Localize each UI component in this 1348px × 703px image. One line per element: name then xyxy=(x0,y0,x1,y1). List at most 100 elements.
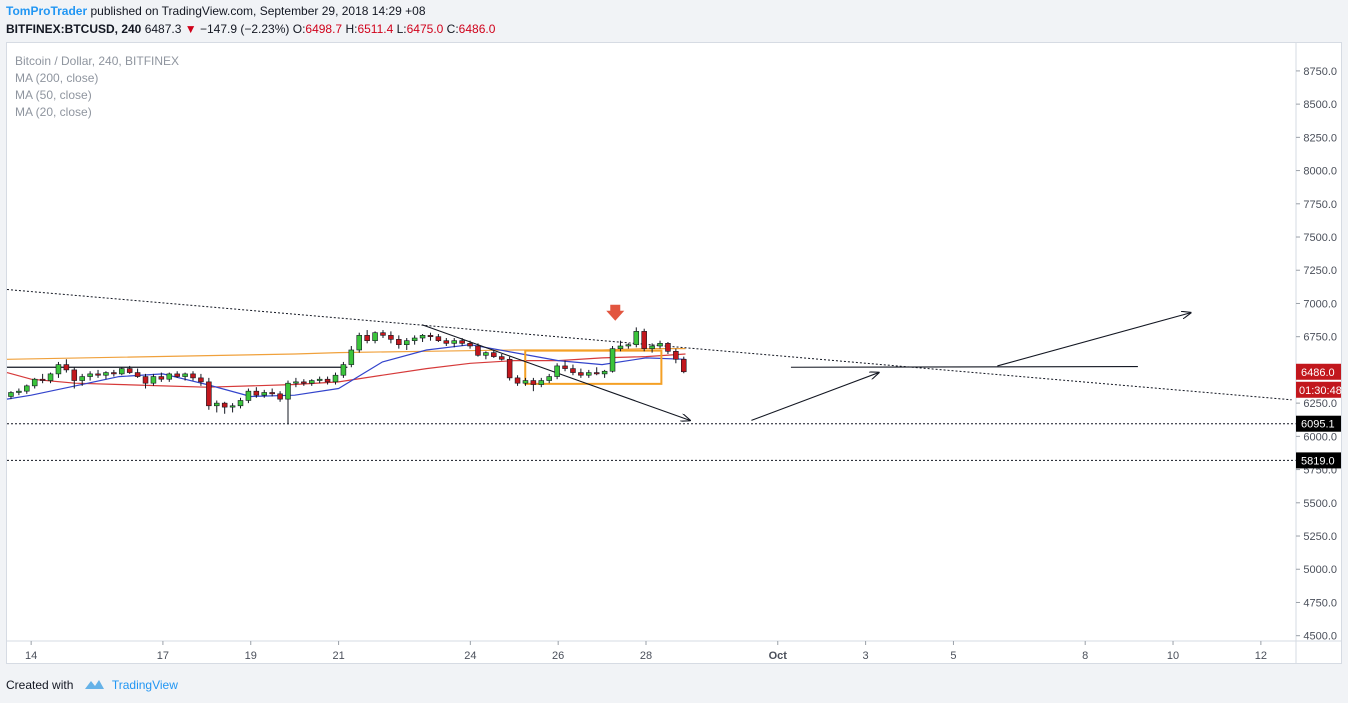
candle-body[interactable] xyxy=(71,369,78,381)
candle-body[interactable] xyxy=(625,344,632,347)
descending-trendline[interactable] xyxy=(6,289,1292,401)
candle-body[interactable] xyxy=(459,340,465,344)
candle-body[interactable] xyxy=(174,373,180,377)
candle-body[interactable] xyxy=(475,345,481,356)
candle-body[interactable] xyxy=(609,348,616,372)
candle-body[interactable] xyxy=(206,381,212,407)
candle-body[interactable] xyxy=(63,364,70,371)
candle-body[interactable] xyxy=(79,376,85,381)
candle-body[interactable] xyxy=(356,335,362,351)
candle-body[interactable] xyxy=(47,373,54,381)
candle-body[interactable] xyxy=(538,380,545,385)
candle-body[interactable] xyxy=(514,377,521,384)
candle-body[interactable] xyxy=(340,364,347,376)
candle-body[interactable] xyxy=(617,345,624,349)
candle-body[interactable] xyxy=(16,390,22,393)
candle-body[interactable] xyxy=(111,372,117,375)
candle-body[interactable] xyxy=(316,378,323,381)
legend-ma50[interactable]: MA (50, close) xyxy=(15,88,92,102)
candle-body[interactable] xyxy=(324,378,331,383)
candle-body[interactable] xyxy=(285,382,291,400)
candle-body[interactable] xyxy=(498,356,505,360)
candle-body[interactable] xyxy=(601,370,608,375)
candle-body[interactable] xyxy=(39,378,46,381)
candle-body[interactable] xyxy=(593,372,600,375)
consolidation-box[interactable] xyxy=(524,349,663,385)
candle-body[interactable] xyxy=(221,402,228,408)
candle-body[interactable] xyxy=(380,332,386,336)
candle-body[interactable] xyxy=(522,380,529,384)
candle-body[interactable] xyxy=(641,331,647,349)
candle-body[interactable] xyxy=(134,372,141,377)
candle-body[interactable] xyxy=(24,385,30,392)
candle-body[interactable] xyxy=(103,372,109,376)
candle-body[interactable] xyxy=(119,368,125,375)
candle-body[interactable] xyxy=(166,373,173,380)
candle-body[interactable] xyxy=(554,365,560,377)
legend-ma20[interactable]: MA (20, close) xyxy=(15,105,92,119)
projection-arrow[interactable] xyxy=(751,373,878,421)
candle-body[interactable] xyxy=(530,380,537,385)
target-horizontal-line[interactable] xyxy=(790,366,1138,368)
candle-body[interactable] xyxy=(411,337,418,341)
candle-body[interactable] xyxy=(214,402,220,407)
candle-body[interactable] xyxy=(467,343,473,347)
candle-body[interactable] xyxy=(491,352,497,357)
candle-body[interactable] xyxy=(570,368,576,373)
down-arrow-marker-icon[interactable] xyxy=(606,304,625,321)
candle-body[interactable] xyxy=(229,405,236,408)
candle-body[interactable] xyxy=(245,390,252,401)
candle-body[interactable] xyxy=(301,381,307,384)
candle-body[interactable] xyxy=(348,349,355,365)
candle-body[interactable] xyxy=(277,393,283,400)
candle-body[interactable] xyxy=(649,345,655,349)
candle-body[interactable] xyxy=(308,380,315,384)
candle-body[interactable] xyxy=(681,358,687,373)
candle-body[interactable] xyxy=(506,358,513,379)
legend-ma200[interactable]: MA (200, close) xyxy=(15,71,99,85)
candle-body[interactable] xyxy=(198,377,204,383)
candle-body[interactable] xyxy=(332,374,339,383)
projection-arrow[interactable] xyxy=(997,313,1190,367)
candle-body[interactable] xyxy=(388,335,394,340)
candle-body[interactable] xyxy=(562,365,568,369)
candle-body[interactable] xyxy=(364,335,370,341)
candle-body[interactable] xyxy=(237,400,244,407)
tradingview-link[interactable]: TradingView xyxy=(111,678,178,692)
candle-body[interactable] xyxy=(396,339,402,345)
candle-body[interactable] xyxy=(657,343,663,347)
candle-body[interactable] xyxy=(158,376,165,380)
candle-body[interactable] xyxy=(427,335,434,337)
candle-body[interactable] xyxy=(451,340,457,344)
candle-body[interactable] xyxy=(31,378,38,387)
candle-body[interactable] xyxy=(253,390,260,396)
chart-panel[interactable] xyxy=(6,42,1342,664)
candle-body[interactable] xyxy=(586,372,592,376)
candle-body[interactable] xyxy=(443,340,450,344)
candle-body[interactable] xyxy=(372,332,378,341)
candle-body[interactable] xyxy=(546,376,552,381)
x-tick-label: 21 xyxy=(332,650,344,662)
author-link[interactable]: TomProTrader xyxy=(6,4,88,18)
candle-body[interactable] xyxy=(95,373,101,376)
candle-body[interactable] xyxy=(87,373,93,377)
candle-body[interactable] xyxy=(150,376,157,384)
candle-body[interactable] xyxy=(435,336,442,341)
candle-body[interactable] xyxy=(419,335,426,339)
candle-body[interactable] xyxy=(665,343,671,352)
candle-body[interactable] xyxy=(126,368,133,373)
candle-body[interactable] xyxy=(55,364,62,375)
candle-body[interactable] xyxy=(261,392,268,396)
candle-body[interactable] xyxy=(403,340,410,345)
candle-body[interactable] xyxy=(190,373,196,379)
candle-body[interactable] xyxy=(578,372,584,376)
candle-body[interactable] xyxy=(633,331,640,345)
candle-body[interactable] xyxy=(269,392,275,395)
candle-body[interactable] xyxy=(673,351,679,360)
candle-body[interactable] xyxy=(182,373,188,377)
candle-body[interactable] xyxy=(142,376,149,384)
candle-body[interactable] xyxy=(483,352,489,356)
candle-body[interactable] xyxy=(8,392,14,397)
candle-body[interactable] xyxy=(293,381,299,384)
